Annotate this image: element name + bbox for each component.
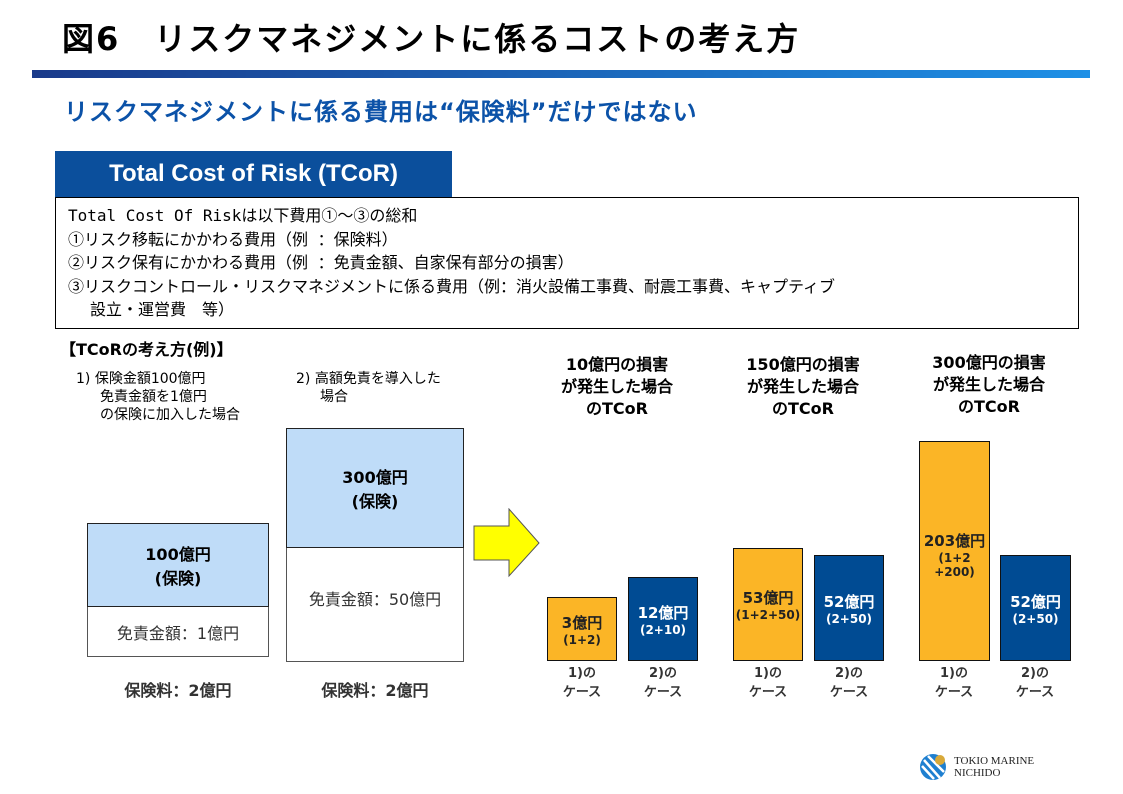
desc-line: 2) 高額免責を導入した	[296, 371, 441, 387]
case-label: 1)の ケース	[934, 666, 974, 700]
scenario-caption: 300億円の損害 が発生した場合 のTCoR	[899, 352, 1079, 418]
desc-line: 免責金額を1億円	[100, 389, 207, 405]
case1-description: 1) 保険金額100億円 免責金額を1億円 の保険に加入した場合	[76, 370, 240, 424]
desc-line: の保険に加入した場合	[100, 407, 240, 423]
bar-formula: +200)	[934, 565, 975, 579]
case2-tcor-bar: 52億円 (2+50)	[814, 555, 884, 661]
definition-line: 設立・運営費 等）	[90, 300, 235, 319]
case-label: 1)の ケース	[748, 666, 788, 700]
case1-tcor-bar: 53億円 (1+2+50)	[733, 548, 803, 661]
logo-text: TOKIO MARINE	[954, 755, 1035, 767]
caption-line: が発生した場合	[746, 377, 859, 396]
logo-icon	[920, 754, 946, 780]
scenario-caption: 10億円の損害 が発生した場合 のTCoR	[527, 354, 707, 420]
arrow-right-icon	[473, 508, 540, 578]
definition-line: ①リスク移転にかかわる費用（例 ：保険料）	[68, 229, 398, 249]
bar-value: 3億円	[561, 613, 603, 632]
definition-line: Total Cost Of Riskは以下費用①～③の総和	[68, 206, 418, 225]
bar-value: 203億円	[923, 532, 986, 550]
bar-value: 52億円	[823, 592, 875, 611]
caption-line: 10億円の損害	[565, 355, 669, 374]
case1-insurance-box: 100億円 (保険)	[87, 523, 269, 607]
subtitle: リスクマネジメントに係る費用は“保険料”だけではない	[64, 98, 698, 126]
definition-box: Total Cost Of Riskは以下費用①～③の総和 ①リスク移転にかかわ…	[55, 197, 1079, 329]
caption-line: 300億円の損害	[932, 353, 1046, 372]
deductible: 免責金額：1億円	[116, 623, 240, 643]
deductible: 免責金額：50億円	[308, 590, 442, 609]
bar-formula: (1+2	[938, 551, 971, 565]
tcor-heading: Total Cost of Risk (TCoR)	[55, 151, 452, 197]
desc-line: 1) 保険金額100億円	[76, 371, 206, 387]
definition-line: ③リスクコントロール・リスクマネジメントに係る費用（例：消火設備工事費、耐震工事…	[68, 276, 836, 296]
insured-label: (保険)	[154, 569, 202, 588]
logo-text: NICHIDO	[954, 767, 1001, 779]
title-divider	[32, 70, 1090, 78]
case1-tcor-bar: 3億円 (1+2)	[547, 597, 617, 661]
bar-value: 53億円	[742, 589, 794, 607]
bar-value: 12億円	[637, 603, 689, 622]
case2-deductible-box: 免責金額：50億円	[286, 548, 464, 662]
bar-formula: (2+50)	[1012, 611, 1059, 626]
bar-value: 52億円	[1010, 592, 1061, 611]
case-label: 2)の ケース	[1015, 666, 1055, 700]
desc-line: 場合	[320, 389, 348, 405]
case-label: 1)の ケース	[562, 666, 602, 700]
caption-line: が発生した場合	[560, 377, 673, 396]
caption-line: が発生した場合	[932, 375, 1045, 394]
caption-line: のTCoR	[586, 399, 648, 418]
definition-line: ②リスク保有にかかわる費用（例 ：免責金額、自家保有部分の損害）	[68, 253, 574, 272]
company-logo: TOKIO MARINE NICHIDO	[918, 752, 1034, 782]
scenario-caption: 150億円の損害 が発生した場合 のTCoR	[713, 354, 893, 420]
caption-line: 150億円の損害	[746, 355, 860, 374]
case1-premium: 保険料：2億円	[124, 681, 232, 700]
bar-formula: (2+10)	[639, 622, 687, 637]
case1-tcor-bar: 203億円 (1+2 +200)	[919, 441, 990, 661]
insured-amount: 100億円	[145, 545, 211, 564]
insured-amount: 300億円	[342, 468, 408, 487]
example-heading: 【TCoRの考え方(例)】	[60, 340, 233, 359]
case1-deductible-box: 免責金額：1億円	[87, 607, 269, 657]
bar-formula: (1+2)	[563, 632, 601, 647]
case2-tcor-bar: 52億円 (2+50)	[1000, 555, 1071, 661]
case2-premium: 保険料：2億円	[321, 681, 429, 700]
case2-tcor-bar: 12億円 (2+10)	[628, 577, 698, 661]
caption-line: のTCoR	[958, 397, 1020, 416]
insured-label: (保険)	[351, 492, 399, 511]
case2-insurance-box: 300億円 (保険)	[286, 428, 464, 548]
page-title: 図6 リスクマネジメントに係るコストの考え方	[62, 20, 801, 58]
case2-description: 2) 高額免責を導入した 場合	[296, 370, 441, 406]
bar-formula: (1+2+50)	[735, 608, 801, 622]
caption-line: のTCoR	[772, 399, 834, 418]
case-label: 2)の ケース	[829, 666, 869, 700]
bar-formula: (2+50)	[825, 611, 873, 626]
case-label: 2)の ケース	[643, 666, 683, 700]
